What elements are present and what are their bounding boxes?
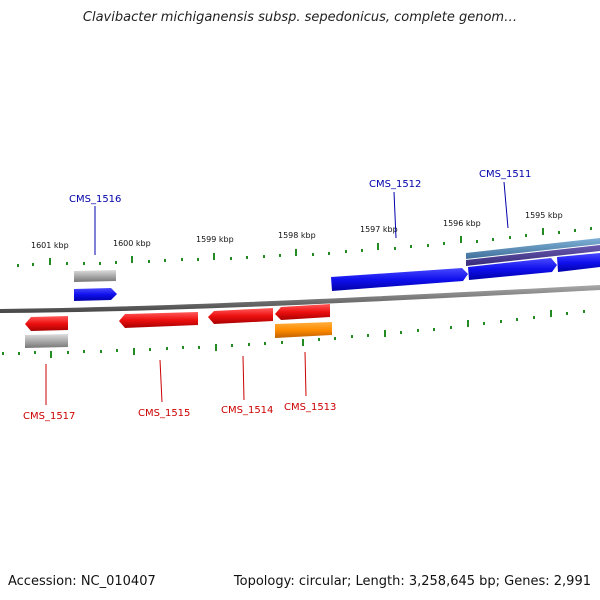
gene-cms-1511-steel-bar[interactable] [466, 238, 600, 259]
kbp-label-1597: 1597 kbp [360, 225, 398, 234]
gene-cms-1511-arrow[interactable] [468, 258, 557, 280]
inner-tick-row [2, 310, 585, 358]
gene-cms-1515-arrow[interactable] [119, 312, 198, 328]
gene-next-forward-arrow[interactable] [557, 253, 600, 272]
genome-summary-text: Topology: circular; Length: 3,258,645 bp… [233, 574, 591, 589]
kbp-label-1599: 1599 kbp [196, 235, 234, 244]
gene-label-cms-1513[interactable]: CMS_1513 [284, 402, 336, 413]
gene-label-cms-1514[interactable]: CMS_1514 [221, 405, 273, 416]
gene-cms-1516-pseudo-bar[interactable] [74, 270, 116, 282]
kbp-label-1600: 1600 kbp [113, 239, 151, 248]
gene-label-cms-1517[interactable]: CMS_1517 [23, 411, 75, 422]
map-title: Clavibacter michiganensis subsp. sepedon… [82, 10, 518, 25]
kbp-label-1601: 1601 kbp [31, 241, 69, 250]
gene-label-cms-1512[interactable]: CMS_1512 [369, 179, 421, 190]
gene-label-cms-1511[interactable]: CMS_1511 [479, 169, 531, 180]
gene-cms-1517-pseudo-bar[interactable] [25, 334, 68, 348]
kbp-label-1598: 1598 kbp [278, 231, 316, 240]
gene-label-cms-1515[interactable]: CMS_1515 [138, 408, 190, 419]
chromosome-backbone [0, 285, 600, 313]
gene-cms-1513-orange-bar[interactable] [275, 322, 332, 338]
gene-cms-1512-arrow[interactable] [331, 268, 468, 291]
gene-cms-1517-arrow[interactable] [25, 316, 68, 331]
gene-cms-1511-purple-bar[interactable] [466, 245, 600, 266]
outer-tick-row [17, 227, 592, 267]
gene-label-cms-1516[interactable]: CMS_1516 [69, 194, 121, 205]
kbp-label-1596: 1596 kbp [443, 219, 481, 228]
gene-cms-1516-arrow[interactable] [74, 288, 117, 301]
accession-text: Accession: NC_010407 [8, 574, 156, 589]
kbp-label-1595: 1595 kbp [525, 211, 563, 220]
gene-cms-1514-arrow[interactable] [208, 308, 273, 324]
label-leaders [45, 181, 509, 405]
gene-cms-1513-red-arrow[interactable] [275, 304, 330, 320]
